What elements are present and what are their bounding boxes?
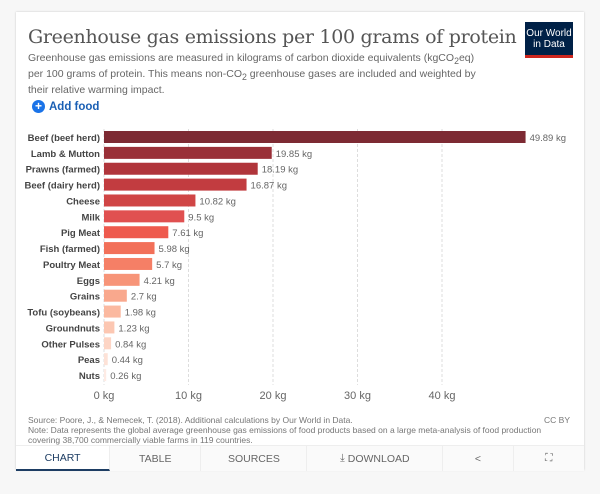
value-label: 4.21 kg [144, 276, 175, 287]
chart-card: Greenhouse gas emissions per 100 grams o… [16, 12, 584, 471]
category-label: Beef (dairy herd) [25, 181, 101, 192]
bar-chart: 0 kg 10 kg 20 kg 30 kg 40 kg Beef (beef herd)… [25, 129, 566, 402]
value-label: 5.7 kg [156, 260, 182, 271]
category-label: Beef (beef herd) [28, 133, 100, 144]
category-label: Milk [82, 212, 101, 223]
category-label: Poultry Meat [43, 260, 101, 271]
x-tick-label: 10 kg [175, 390, 202, 402]
value-label: 16.87 kg [251, 181, 287, 192]
category-label: Other Pulses [41, 339, 100, 350]
bar [104, 242, 155, 255]
category-label: Prawns (farmed) [26, 165, 100, 176]
value-label: 18.19 kg [262, 165, 298, 176]
bar [104, 305, 121, 318]
category-label: Groundnuts [46, 323, 100, 334]
bar [104, 289, 127, 302]
bar [104, 369, 107, 382]
x-tick-label: 30 kg [344, 390, 371, 402]
fullscreen-icon: ⛶ [545, 452, 553, 464]
bar [104, 257, 153, 270]
tab-download[interactable]: ⤓ DOWNLOAD [307, 446, 444, 471]
tab-table[interactable]: TABLE [110, 446, 202, 471]
fullscreen-button[interactable]: ⛶ [514, 446, 584, 471]
bar [104, 321, 115, 334]
x-tick-label: 0 kg [94, 390, 115, 402]
bar [104, 162, 258, 175]
source-text: Source: Poore, J., & Nemecek, T. (2018).… [28, 415, 353, 425]
add-food-button[interactable]: + Add food [32, 100, 99, 113]
bar [104, 210, 185, 223]
category-label: Fish (farmed) [40, 244, 100, 255]
category-label: Eggs [77, 276, 100, 287]
category-label: Tofu (soybeans) [27, 308, 100, 319]
category-label: Peas [78, 355, 100, 366]
share-icon: < [474, 452, 481, 465]
value-label: 1.98 kg [125, 308, 156, 319]
value-label: 9.5 kg [188, 212, 214, 223]
category-label: Grains [70, 292, 100, 303]
value-label: 0.26 kg [110, 371, 141, 382]
chart-title: Greenhouse gas emissions per 100 grams o… [28, 26, 517, 48]
value-label: 19.85 kg [276, 149, 312, 160]
bar [104, 226, 169, 239]
bar [104, 178, 247, 191]
share-button[interactable]: < [443, 446, 514, 471]
value-label: 0.84 kg [115, 339, 146, 350]
bar [104, 337, 112, 350]
tab-bar: CHART TABLE SOURCES ⤓ DOWNLOAD < ⛶ [16, 445, 584, 471]
download-icon: ⤓ [340, 452, 345, 464]
download-label: DOWNLOAD [347, 452, 410, 465]
bar [104, 194, 196, 207]
x-tick-label: 40 kg [429, 390, 456, 402]
plus-circle-icon: + [32, 100, 45, 113]
category-label: Pig Meat [61, 228, 101, 239]
tab-sources[interactable]: SOURCES [201, 446, 308, 471]
value-label: 0.44 kg [112, 355, 143, 366]
add-food-label: Add food [49, 100, 100, 113]
value-label: 49.89 kg [530, 133, 566, 144]
value-label: 5.98 kg [159, 244, 190, 255]
category-label: Nuts [79, 371, 100, 382]
owid-logo[interactable]: Our World in Data [525, 22, 573, 58]
bar [104, 273, 140, 286]
x-tick-label: 20 kg [260, 390, 287, 402]
value-label: 7.61 kg [172, 228, 203, 239]
bar [104, 353, 108, 366]
chart-subtitle: Greenhouse gas emissions are measured in… [28, 52, 476, 97]
bar [104, 146, 272, 159]
category-label: Lamb & Mutton [31, 149, 100, 160]
value-label: 10.82 kg [199, 196, 235, 207]
value-label: 1.23 kg [118, 323, 149, 334]
value-label: 2.7 kg [131, 292, 157, 303]
bar [104, 131, 526, 143]
category-label: Cheese [66, 196, 100, 207]
license-link[interactable]: CC BY [544, 415, 570, 425]
chart-footer: Source: Poore, J., & Nemecek, T. (2018).… [28, 415, 568, 445]
note-text: Note: Data represents the global average… [28, 425, 542, 445]
tab-chart[interactable]: CHART [16, 446, 111, 471]
